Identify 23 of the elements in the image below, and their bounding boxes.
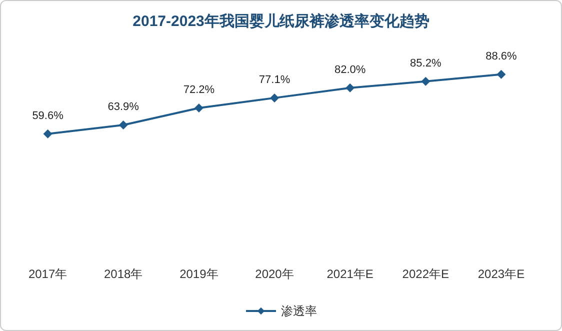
x-tick-label: 2021年E	[326, 267, 374, 281]
x-tick-label: 2023年E	[478, 267, 525, 281]
x-tick-label: 2018年	[104, 267, 143, 281]
data-label: 88.6%	[486, 50, 518, 62]
point	[118, 120, 128, 130]
x-tick-label: 2020年	[255, 267, 294, 281]
data-label: 77.1%	[258, 74, 290, 86]
data-label: 72.2%	[183, 84, 215, 96]
data-label: 85.2%	[410, 57, 442, 70]
point	[346, 83, 355, 92]
point	[496, 70, 506, 79]
x-tick-label: 2017年	[28, 267, 68, 281]
chart-title: 2017-2023年我国婴儿纸尿裤渗透率变化趋势	[132, 12, 430, 30]
point	[43, 129, 52, 138]
point	[421, 76, 430, 86]
data-label: 63.9%	[108, 101, 140, 114]
x-tick-label: 2022年E	[402, 267, 449, 281]
point	[194, 103, 204, 112]
data-label: 82.0%	[334, 64, 366, 76]
data-label: 59.6%	[32, 110, 64, 122]
x-tick-label: 2019年	[180, 267, 218, 281]
legend-label: 渗透率	[281, 304, 317, 318]
point	[270, 93, 279, 102]
